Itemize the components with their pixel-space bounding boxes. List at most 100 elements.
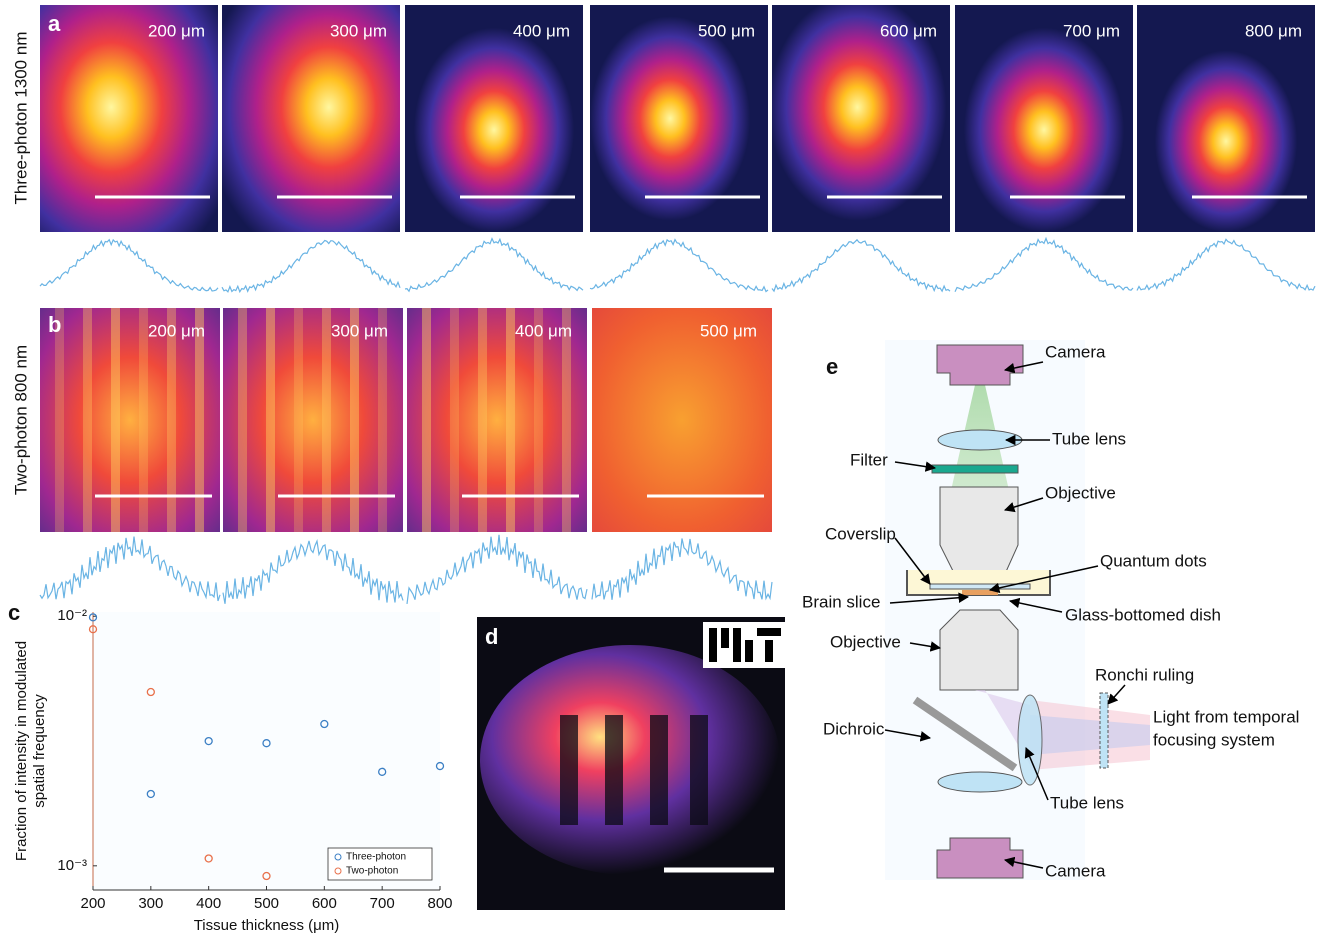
intensity-profile [405,239,583,292]
lens [938,772,1022,792]
diagram-label: Quantum dots [1100,551,1207,570]
intensity-profile [772,240,950,291]
y-axis-label: spatial frequency [31,694,48,808]
depth-label: 400 μm [513,21,570,40]
diagram-label: Light from temporal [1153,707,1299,726]
x-tick-label: 800 [427,895,452,912]
figure: 200 μm 300 μm 400 μm 500 μm 600 μm 700 μm 800 … [0,0,1329,936]
letter-gap [690,715,708,825]
x-tick-label: 400 [196,895,221,912]
depth-label: 200 μm [148,321,205,340]
diagram-label: Glass-bottomed dish [1065,605,1221,624]
diagram-label: Filter [850,450,888,469]
stripe [167,308,176,532]
logo-bar [765,640,773,662]
depth-label: 600 μm [880,21,937,40]
x-tick-label: 300 [138,895,163,912]
intensity-profile [407,535,587,604]
image-glow [480,645,780,875]
logo-bar [733,628,741,662]
x-tick-label: 200 [80,895,105,912]
stripe [478,308,487,532]
intensity-profile [592,539,772,600]
panel-label: e [826,354,838,379]
depth-label: 300 μm [330,21,387,40]
diagram-label: Tube lens [1050,793,1124,812]
diagram-label: Dichroic [823,719,885,738]
image-tile [223,308,403,532]
stripe [506,308,515,532]
x-tick-label: 500 [254,895,279,912]
stripe [350,308,359,532]
stripe [422,308,431,532]
depth-label: 500 μm [698,21,755,40]
stripe [450,308,459,532]
stripe [534,308,543,532]
filter [932,465,1018,473]
lens [1018,695,1042,785]
diagram-label: Camera [1045,342,1106,361]
depth-label: 300 μm [331,321,388,340]
row-label: Two-photon 800 nm [11,345,30,495]
camera [937,838,1023,878]
row-label: Three-photon 1300 nm [11,32,30,205]
diagram-label: Objective [830,632,901,651]
letter-gap [605,715,623,825]
intensity-profile [590,240,768,292]
intensity-profile [222,241,400,292]
y-axis-label: Fraction of intensity in modulated [13,641,30,861]
stripe [294,308,303,532]
image-tile [407,308,587,532]
x-tick-label: 700 [370,895,395,912]
brain-slice [962,590,998,595]
panel-label: a [48,11,61,36]
x-tick-label: 600 [312,895,337,912]
diagram-label: focusing system [1153,730,1275,749]
image-tile [40,308,220,532]
stripe [238,308,247,532]
intensity-profile [1137,239,1315,290]
depth-label: 400 μm [515,321,572,340]
image-tile [592,308,772,532]
diagram-label: Tube lens [1052,429,1126,448]
depth-label: 500 μm [700,321,757,340]
stripe [378,308,387,532]
intensity-profile [955,238,1133,291]
stripe [83,308,92,532]
stripe [562,308,571,532]
y-tick-label: 10⁻³ [57,857,87,874]
arrow [1108,685,1125,704]
diagram-label: Camera [1045,861,1106,880]
intensity-profile [40,537,220,601]
letter-gap [560,715,578,825]
letter-gap [650,715,668,825]
stripe [322,308,331,532]
camera [937,345,1023,385]
objective [940,610,1018,690]
panel-label: c [8,600,20,625]
diagram-label: Objective [1045,483,1116,502]
depth-label: 200 μm [148,21,205,40]
diagram-label: Coverslip [825,524,896,543]
stripe [55,308,64,532]
legend-label: Three-photon [346,852,406,863]
stripe [266,308,275,532]
stripe [139,308,148,532]
intensity-profile [40,240,218,291]
x-axis-label: Tissue thickness (μm) [194,917,340,934]
diagram-label: Brain slice [802,592,880,611]
depth-label: 800 μm [1245,21,1302,40]
ronchi-ruling [1100,693,1108,768]
intensity-profile [223,541,403,604]
stripe [111,308,120,532]
logo-bar [709,628,717,662]
panel-label: d [485,624,498,649]
panel-label: b [48,312,61,337]
stripe [195,308,204,532]
logo-bar [745,640,753,662]
diagram-label: Ronchi ruling [1095,665,1194,684]
depth-label: 700 μm [1063,21,1120,40]
legend-label: Two-photon [346,866,398,877]
logo-bar [757,628,781,636]
y-tick-label: 10⁻² [57,607,87,624]
